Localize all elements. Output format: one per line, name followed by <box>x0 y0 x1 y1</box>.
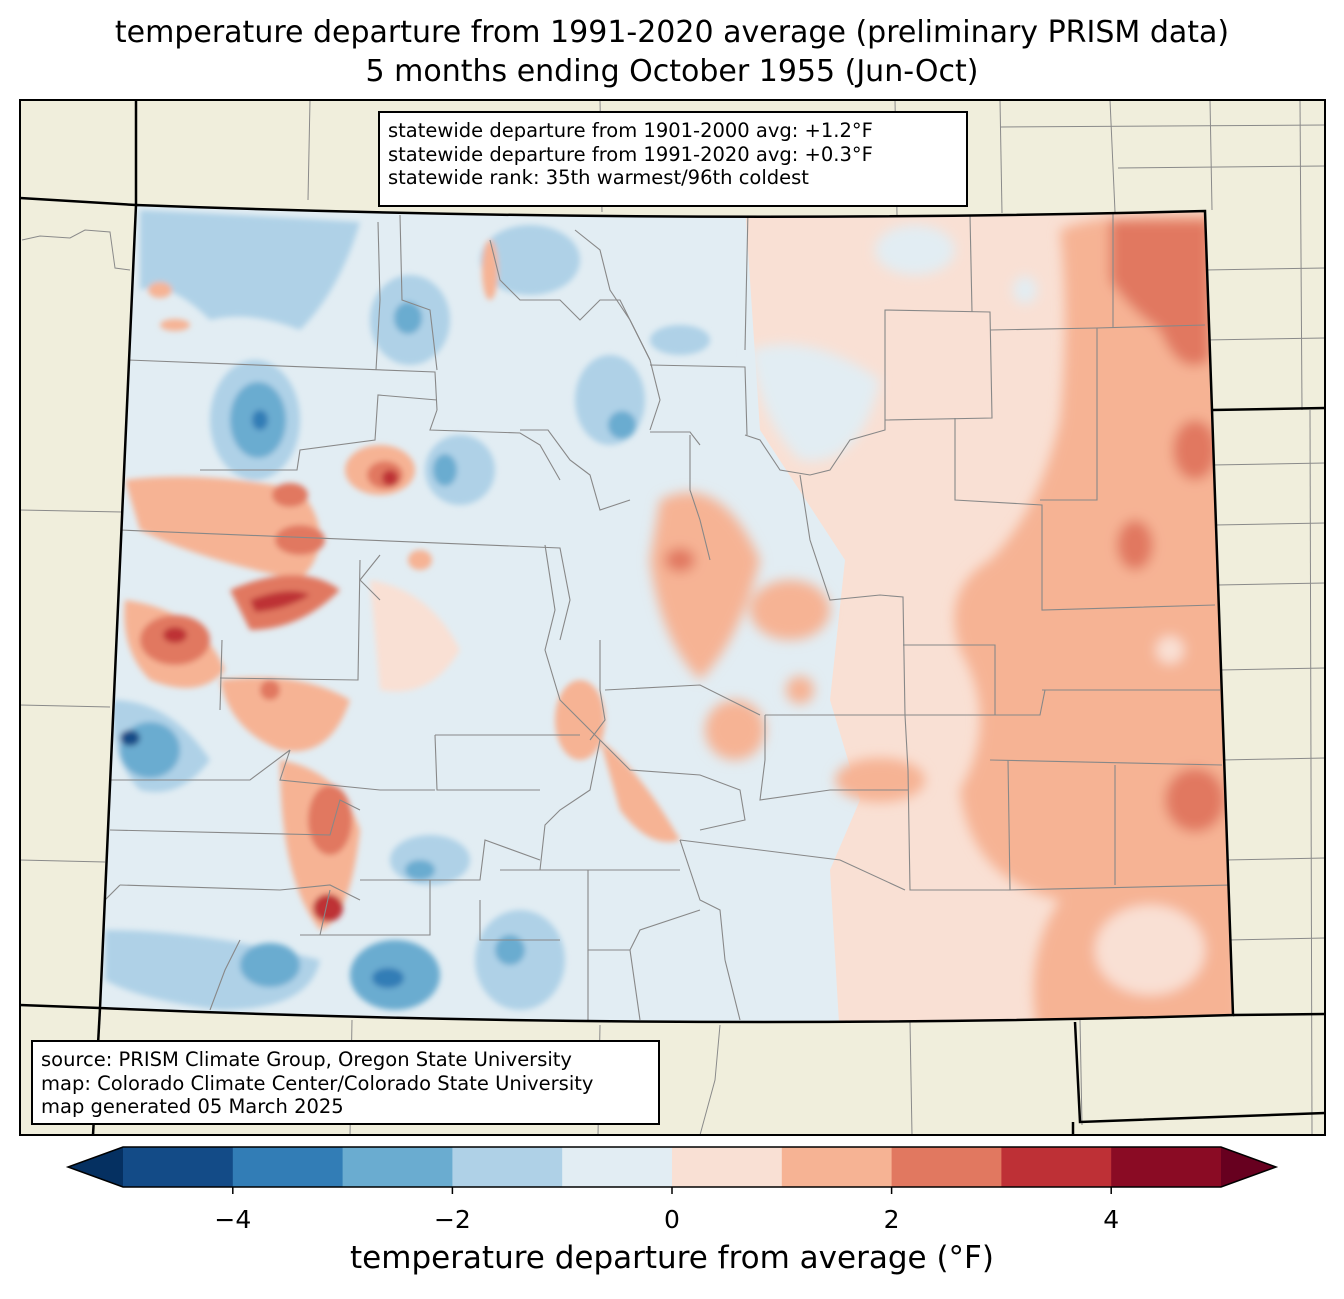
map-title: temperature departure from 1991-2020 ave… <box>114 15 1230 50</box>
colorbar <box>65 1146 1279 1194</box>
source-box: source: PRISM Climate Group, Oregon Stat… <box>31 1040 660 1125</box>
colorbar-bin <box>562 1147 673 1187</box>
stats-departure-1991-2020: statewide departure from 1991-2020 avg: … <box>388 142 873 166</box>
colorbar-tick-label: −4 <box>214 1205 252 1234</box>
map-generated-line: map generated 05 March 2025 <box>41 1095 344 1118</box>
colorbar-extend-high <box>1221 1147 1276 1187</box>
colorbar-bin <box>1111 1147 1222 1187</box>
colorado-border <box>98 203 1235 1024</box>
map-subtitle: 5 months ending October 1955 (Jun-Oct) <box>365 54 979 89</box>
colorbar-tick-label: 2 <box>883 1205 900 1234</box>
map-frame <box>19 99 1326 1136</box>
stats-rank: statewide rank: 35th warmest/96th coldes… <box>388 166 809 189</box>
colorbar-bin <box>1001 1147 1112 1187</box>
colorbar-bin <box>123 1147 234 1187</box>
colorbar-bin <box>232 1147 344 1187</box>
colorbar-extend-low <box>68 1147 123 1187</box>
map-credit-line: map: Colorado Climate Center/Colorado St… <box>41 1071 594 1095</box>
colorbar-tick-label: −2 <box>433 1205 471 1234</box>
colorado-county-lines <box>104 209 1231 1021</box>
statewide-stats-box: statewide departure from 1901-2000 avg: … <box>378 111 968 207</box>
colorbar-tick-label: 0 <box>664 1205 680 1234</box>
colorbar-bin <box>781 1147 893 1187</box>
colorbar-bin <box>891 1147 1002 1187</box>
colorbar-outline <box>65 1146 1279 1188</box>
colorbar-bin <box>672 1147 783 1187</box>
colorbar-tick-label: 4 <box>1103 1205 1120 1234</box>
colorbar-bin <box>452 1147 563 1187</box>
temperature-departure-field <box>100 205 1233 1023</box>
stats-departure-1901-2000: statewide departure from 1901-2000 avg: … <box>388 119 873 142</box>
source-line: source: PRISM Climate Group, Oregon Stat… <box>41 1048 572 1071</box>
colorbar-label: temperature departure from average (°F) <box>350 1240 994 1276</box>
neighbor-state-lines <box>19 100 1326 1136</box>
colorbar-bin <box>342 1147 453 1187</box>
